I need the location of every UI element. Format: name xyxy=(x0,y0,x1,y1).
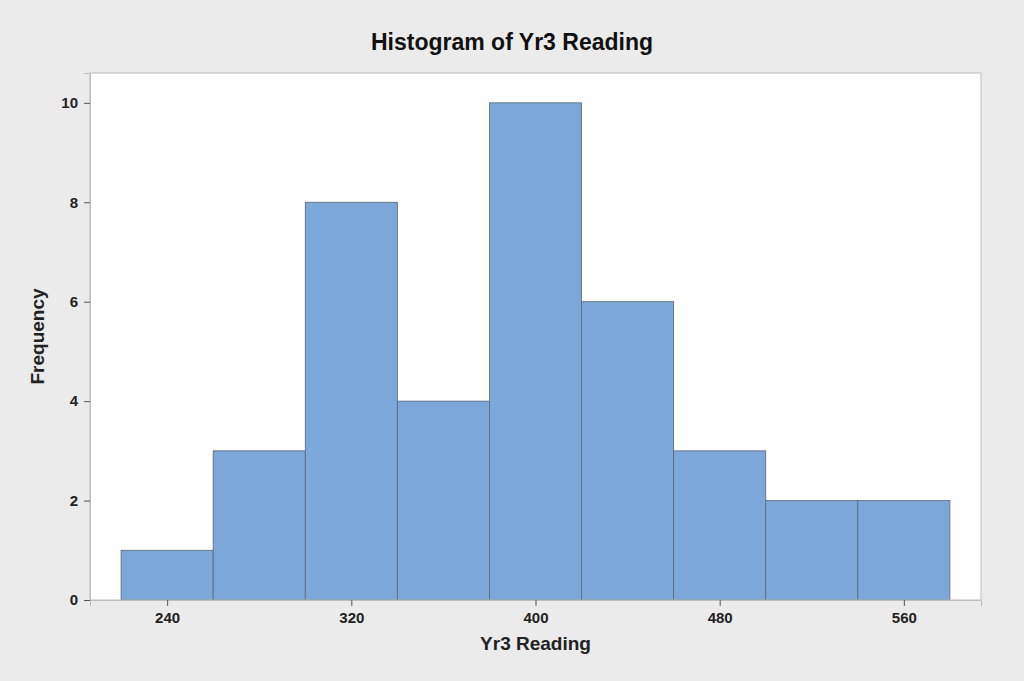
x-tick-mark xyxy=(536,600,537,606)
y-tick: 10 xyxy=(61,94,90,111)
bar xyxy=(121,550,213,600)
x-tick-mark xyxy=(351,600,352,606)
x-tick: 240 xyxy=(155,600,180,626)
y-tick: 4 xyxy=(70,392,90,409)
y-tick-label: 6 xyxy=(70,293,78,310)
y-tick-label: 10 xyxy=(61,94,78,111)
title: Histogram of Yr3 Reading xyxy=(371,29,653,55)
x-axis-line xyxy=(91,601,982,607)
bar xyxy=(213,451,305,600)
background xyxy=(0,0,1024,681)
x-tick: 480 xyxy=(708,600,733,626)
y-tick-mark xyxy=(84,600,90,601)
bar xyxy=(766,501,858,600)
bar xyxy=(305,202,397,600)
plot: 240 320 400 480 560 0 2 4 6 8 10 xyxy=(61,73,981,626)
y-tick: 8 xyxy=(70,194,90,211)
y-tick: 2 xyxy=(70,492,90,509)
x-tick: 320 xyxy=(339,600,364,626)
x-tick: 400 xyxy=(523,600,548,626)
x-tick: 560 xyxy=(892,600,917,626)
x-tick-label: 320 xyxy=(339,609,364,626)
bar xyxy=(858,501,950,600)
chart: 240 320 400 480 560 0 2 4 6 8 10 Histogram of Yr3 R… xyxy=(0,0,1024,681)
plot-area xyxy=(90,73,981,600)
y-tick-mark xyxy=(84,103,90,104)
x-tick-mark xyxy=(904,600,905,606)
bar xyxy=(582,302,674,600)
y-tick-mark xyxy=(84,401,90,402)
y-tick-label: 4 xyxy=(70,392,79,409)
x-tick-mark xyxy=(167,600,168,606)
bar xyxy=(674,451,766,600)
y-tick: 6 xyxy=(70,293,90,310)
y-tick-mark xyxy=(84,202,90,203)
y-axis: 0 2 4 6 8 10 xyxy=(61,74,90,609)
y-axis-title: Frequency xyxy=(27,288,48,385)
y-axis-line xyxy=(84,74,91,601)
bars xyxy=(121,103,950,600)
x-axis-title: Yr3 Reading xyxy=(480,633,591,654)
bar xyxy=(489,103,581,600)
y-tick-mark xyxy=(84,302,90,303)
x-tick-label: 400 xyxy=(523,609,548,626)
x-tick-mark xyxy=(720,600,721,606)
plot-frame xyxy=(90,73,981,600)
y-tick-label: 8 xyxy=(70,194,78,211)
y-tick-mark xyxy=(84,501,90,502)
y-tick-label: 2 xyxy=(70,492,78,509)
bar xyxy=(397,401,489,600)
y-tick-label: 0 xyxy=(70,591,78,608)
y-tick: 0 xyxy=(70,591,90,608)
x-axis: 240 320 400 480 560 xyxy=(91,600,982,626)
x-tick-label: 560 xyxy=(892,609,917,626)
x-tick-label: 240 xyxy=(155,609,180,626)
x-tick-label: 480 xyxy=(708,609,733,626)
